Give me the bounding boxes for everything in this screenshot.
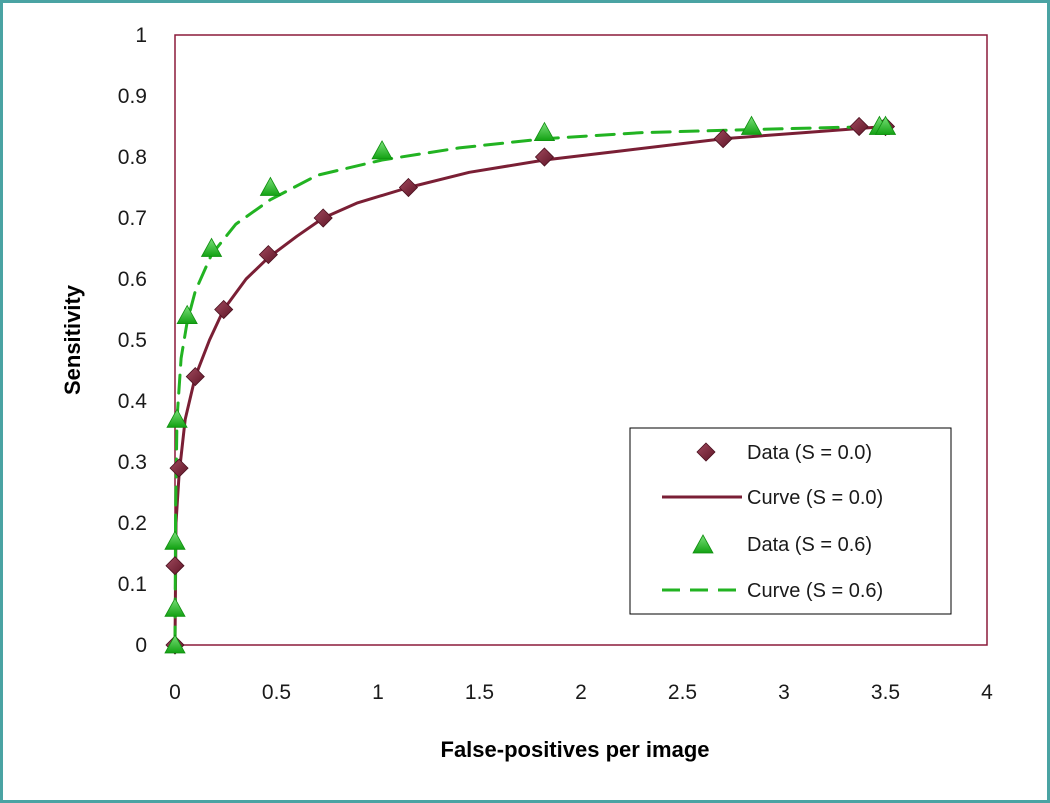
series-0-point-8 bbox=[534, 147, 555, 167]
series-line-1 bbox=[173, 125, 887, 647]
y-tick-label-7: 0.7 bbox=[118, 207, 147, 230]
x-tick-label-4: 2 bbox=[575, 681, 587, 704]
legend-items bbox=[662, 442, 742, 592]
series-0-point-9 bbox=[713, 129, 733, 149]
series-2-point-1 bbox=[164, 597, 186, 617]
y-tick-label-6: 0.6 bbox=[118, 268, 147, 291]
y-axis-ticks: 0 0.1 0.2 0.3 0.4 0.5 0.6 0.7 0.8 0.9 1 bbox=[118, 24, 148, 657]
series-0-point-1 bbox=[165, 556, 185, 576]
x-tick-label-7: 3.5 bbox=[871, 681, 900, 704]
y-tick-label-0: 0 bbox=[135, 634, 147, 657]
series-0-point-6 bbox=[313, 208, 333, 228]
legend-box bbox=[629, 427, 952, 615]
y-tick-label-4: 0.4 bbox=[118, 390, 148, 413]
y-tick-label-2: 0.2 bbox=[118, 512, 147, 535]
series-2-point-5 bbox=[200, 237, 223, 257]
series-2-point-0 bbox=[164, 634, 186, 654]
series-0-point-4 bbox=[214, 299, 234, 320]
y-axis-title: Sensitivity bbox=[60, 284, 85, 395]
y-tick-label-8: 0.8 bbox=[118, 146, 147, 169]
series-0-point-7 bbox=[398, 177, 419, 198]
x-tick-label-8: 4 bbox=[981, 681, 993, 704]
y-tick-label-1: 0.1 bbox=[118, 573, 147, 596]
series-2-point-9 bbox=[740, 115, 763, 135]
x-tick-label-3: 1.5 bbox=[465, 681, 494, 704]
x-tick-label-6: 3 bbox=[778, 681, 790, 704]
series-2-point-6 bbox=[259, 176, 282, 196]
y-tick-label-3: 0.3 bbox=[118, 451, 147, 474]
series-line-3 bbox=[173, 125, 887, 647]
legend-label-curve-s06: Curve (S = 0.6) bbox=[747, 580, 883, 602]
x-axis-title: False-positives per image bbox=[441, 737, 710, 762]
series-0-point-3 bbox=[185, 367, 205, 387]
markers bbox=[164, 115, 897, 655]
legend-marker-data-s06 bbox=[692, 534, 714, 554]
series-0-point-2 bbox=[169, 458, 189, 478]
y-tick-label-9: 0.9 bbox=[118, 85, 147, 108]
series-2-point-3 bbox=[166, 408, 188, 428]
x-tick-label-5: 2.5 bbox=[668, 681, 697, 704]
series-0-point-5 bbox=[258, 245, 278, 265]
legend: Data (S = 0.0) Curve (S = 0.0) Data (S =… bbox=[629, 427, 952, 615]
x-axis-ticks: 0 0.5 1 1.5 2 2.5 3 3.5 4 bbox=[169, 681, 993, 704]
series-2-point-4 bbox=[176, 304, 198, 324]
legend-label-data-s06: Data (S = 0.6) bbox=[747, 534, 872, 556]
x-tick-label-2: 1 bbox=[372, 681, 384, 704]
x-tick-label-0: 0 bbox=[169, 681, 181, 704]
curves bbox=[173, 125, 887, 647]
series-2-point-8 bbox=[533, 121, 556, 141]
series-0-point-10 bbox=[849, 116, 869, 137]
y-tick-label-5: 0.5 bbox=[118, 329, 147, 352]
legend-label-data-s00: Data (S = 0.0) bbox=[747, 442, 872, 464]
series-2-point-7 bbox=[371, 140, 393, 160]
series-2-point-11 bbox=[874, 115, 897, 135]
legend-label-curve-s00: Curve (S = 0.0) bbox=[747, 487, 883, 509]
y-tick-label-10: 1 bbox=[135, 24, 147, 47]
legend-marker-data-s00 bbox=[696, 442, 716, 462]
series-2-point-2 bbox=[164, 530, 186, 550]
x-tick-label-1: 0.5 bbox=[262, 681, 291, 704]
